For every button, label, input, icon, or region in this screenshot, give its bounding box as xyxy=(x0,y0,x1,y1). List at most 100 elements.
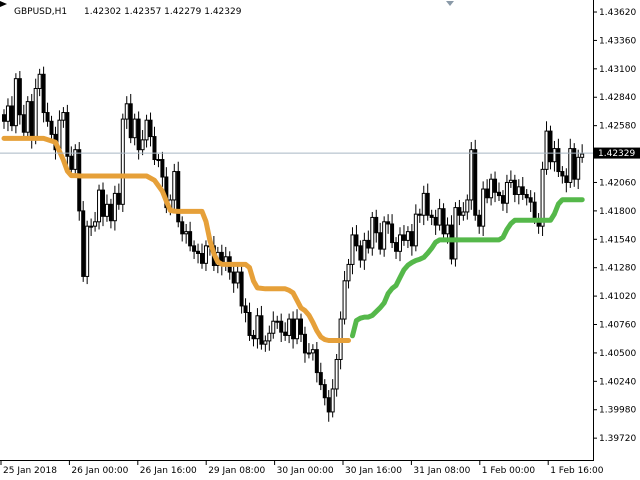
candle[interactable] xyxy=(120,113,125,212)
candle[interactable] xyxy=(5,98,10,132)
candle[interactable] xyxy=(405,226,410,249)
candle[interactable] xyxy=(516,179,521,205)
candle[interactable] xyxy=(493,171,498,203)
candle[interactable] xyxy=(485,179,490,204)
candle[interactable] xyxy=(322,379,327,406)
candle[interactable] xyxy=(49,115,54,143)
candle[interactable] xyxy=(108,198,113,229)
candle[interactable] xyxy=(318,362,323,391)
chart-menu-triangle-icon[interactable] xyxy=(0,1,7,7)
candle[interactable] xyxy=(469,142,474,210)
candle[interactable] xyxy=(394,237,399,259)
candle[interactable] xyxy=(33,78,38,145)
candle[interactable] xyxy=(556,138,561,178)
candle[interactable] xyxy=(259,305,264,350)
candle[interactable] xyxy=(512,174,517,203)
candle[interactable] xyxy=(568,138,573,188)
candle[interactable] xyxy=(413,204,418,252)
candle[interactable] xyxy=(358,240,363,268)
candle[interactable] xyxy=(497,182,501,202)
candle[interactable] xyxy=(148,112,153,147)
candle[interactable] xyxy=(192,240,197,259)
candle[interactable] xyxy=(409,223,414,256)
candle[interactable] xyxy=(140,130,145,156)
candle[interactable] xyxy=(544,121,549,175)
candle[interactable] xyxy=(247,302,252,341)
candle[interactable] xyxy=(112,185,117,231)
candle[interactable] xyxy=(465,194,470,220)
candle[interactable] xyxy=(283,322,288,341)
candle[interactable] xyxy=(37,68,42,97)
candle[interactable] xyxy=(302,326,307,363)
candle[interactable] xyxy=(572,143,577,187)
candle[interactable] xyxy=(152,126,157,165)
candle[interactable] xyxy=(477,209,482,234)
candle[interactable] xyxy=(310,344,315,361)
candle[interactable] xyxy=(564,168,569,193)
candle[interactable] xyxy=(370,211,375,256)
candle[interactable] xyxy=(330,379,335,418)
candle[interactable] xyxy=(548,125,553,170)
candle[interactable] xyxy=(97,184,102,230)
candle[interactable] xyxy=(528,190,533,212)
candle[interactable] xyxy=(180,216,185,242)
candle[interactable] xyxy=(188,221,193,252)
candle[interactable] xyxy=(124,96,129,129)
candle[interactable] xyxy=(13,73,18,134)
candle[interactable] xyxy=(421,185,426,226)
candle[interactable] xyxy=(473,139,478,221)
candle[interactable] xyxy=(176,161,181,228)
candle[interactable] xyxy=(2,109,6,129)
candle[interactable] xyxy=(41,66,46,123)
candle[interactable] xyxy=(417,208,422,223)
candle[interactable] xyxy=(299,313,303,342)
candle[interactable] xyxy=(251,329,256,347)
candle[interactable] xyxy=(239,266,244,314)
candle[interactable] xyxy=(314,341,319,383)
candle[interactable] xyxy=(17,71,22,125)
candle[interactable] xyxy=(540,161,545,237)
candle[interactable] xyxy=(524,189,529,206)
candle[interactable] xyxy=(354,225,359,252)
candle[interactable] xyxy=(136,111,141,160)
candle[interactable] xyxy=(271,311,276,339)
candle[interactable] xyxy=(326,390,331,422)
candle[interactable] xyxy=(279,313,284,342)
candle[interactable] xyxy=(85,220,90,285)
candle[interactable] xyxy=(378,222,383,255)
candle[interactable] xyxy=(25,96,30,140)
candle[interactable] xyxy=(398,227,402,262)
candle[interactable] xyxy=(386,214,391,234)
candle[interactable] xyxy=(374,209,379,243)
candle[interactable] xyxy=(116,183,121,210)
candle[interactable] xyxy=(508,170,513,188)
candle[interactable] xyxy=(77,142,82,221)
candle[interactable] xyxy=(366,230,371,254)
candle[interactable] xyxy=(45,102,50,127)
candle[interactable] xyxy=(89,218,94,237)
candle[interactable] xyxy=(362,232,367,270)
candle[interactable] xyxy=(255,308,260,349)
candle[interactable] xyxy=(65,104,70,167)
candle[interactable] xyxy=(433,209,438,235)
candle[interactable] xyxy=(382,216,387,257)
candle[interactable] xyxy=(104,194,109,222)
candle[interactable] xyxy=(342,270,347,325)
candle[interactable] xyxy=(263,335,268,352)
candle[interactable] xyxy=(489,173,494,206)
candle[interactable] xyxy=(576,149,581,190)
candle[interactable] xyxy=(560,166,565,184)
candle[interactable] xyxy=(144,114,149,148)
candle[interactable] xyxy=(203,240,208,271)
candle[interactable] xyxy=(73,144,78,178)
candle[interactable] xyxy=(81,201,86,282)
candle[interactable] xyxy=(441,203,446,242)
candle[interactable] xyxy=(275,315,280,329)
candle[interactable] xyxy=(481,181,486,237)
candle[interactable] xyxy=(346,258,351,289)
candle[interactable] xyxy=(243,298,248,323)
candle[interactable] xyxy=(200,243,204,269)
candle[interactable] xyxy=(390,214,395,249)
candle[interactable] xyxy=(520,177,525,200)
